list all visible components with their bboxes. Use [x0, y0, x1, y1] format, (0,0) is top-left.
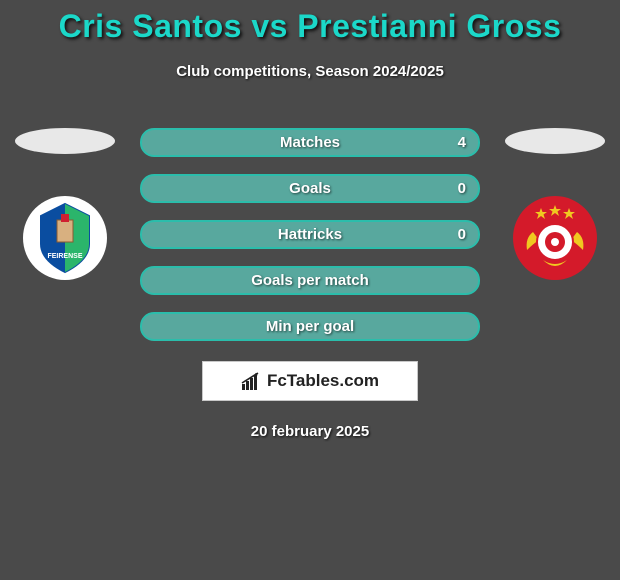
- comparison-title: Cris Santos vs Prestianni Gross: [0, 8, 620, 45]
- player-right-avatar: [505, 128, 605, 154]
- benfica-logo-icon: [513, 196, 597, 280]
- stat-label: Matches: [280, 134, 340, 151]
- brand-box[interactable]: FcTables.com: [202, 361, 418, 401]
- player-left: FEIRENSE: [10, 128, 120, 280]
- stat-row-goals-per-match: Goals per match: [140, 266, 480, 295]
- stat-row-hattricks: Hattricks 0: [140, 220, 480, 249]
- stat-row-min-per-goal: Min per goal: [140, 312, 480, 341]
- comparison-body: FEIRENSE Matches 4 Goals 0 Hattricks 0: [0, 128, 620, 341]
- stat-label: Hattricks: [278, 226, 342, 243]
- comparison-subtitle: Club competitions, Season 2024/2025: [0, 63, 620, 80]
- stat-row-goals: Goals 0: [140, 174, 480, 203]
- chart-bars-icon: [241, 372, 263, 390]
- stat-right-value: 0: [458, 180, 466, 197]
- svg-text:FEIRENSE: FEIRENSE: [47, 253, 82, 260]
- stat-label: Goals per match: [251, 272, 369, 289]
- brand-text: FcTables.com: [267, 371, 379, 391]
- stats-column: Matches 4 Goals 0 Hattricks 0 Goals per …: [140, 128, 480, 341]
- club-logo-right: [513, 196, 597, 280]
- stat-label: Min per goal: [266, 318, 354, 335]
- comparison-date: 20 february 2025: [0, 423, 620, 440]
- club-logo-left: FEIRENSE: [23, 196, 107, 280]
- comparison-card: Cris Santos vs Prestianni Gross Club com…: [0, 0, 620, 440]
- stat-label: Goals: [289, 180, 331, 197]
- feirense-logo-icon: FEIRENSE: [23, 196, 107, 280]
- player-left-avatar: [15, 128, 115, 154]
- stat-right-value: 4: [458, 134, 466, 151]
- stat-right-value: 0: [458, 226, 466, 243]
- player-right: [500, 128, 610, 280]
- stat-row-matches: Matches 4: [140, 128, 480, 157]
